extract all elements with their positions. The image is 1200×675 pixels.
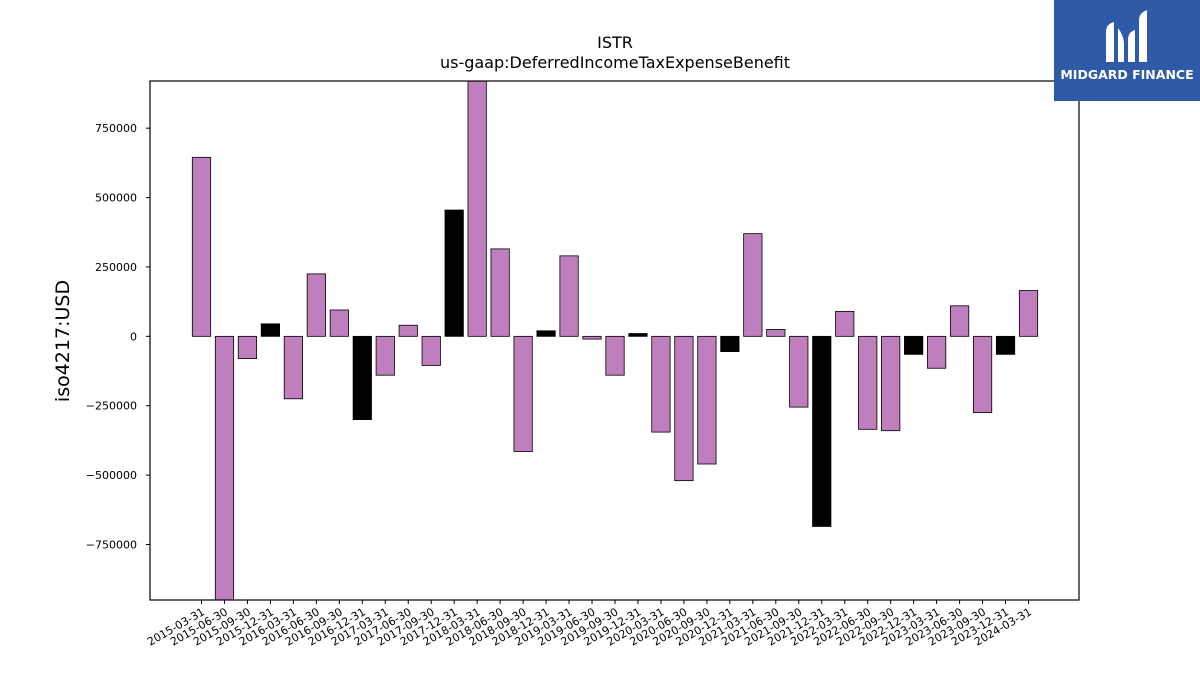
bar-2022-03-31: [835, 310, 855, 337]
bar-2018-03-31: [467, 80, 487, 337]
bar-2020-09-30: [697, 335, 717, 465]
y-tick-label: 250000: [95, 261, 137, 274]
y-tick-label: −500000: [86, 469, 137, 482]
logo-text: MIDGARD FINANCE: [1060, 67, 1194, 82]
bar-2015-03-31: [191, 156, 212, 337]
bar-2023-12-31: [995, 335, 1016, 355]
bar-2020-06-30: [674, 335, 694, 482]
bar-2017-12-31: [444, 209, 464, 337]
y-axis-label: iso4217:USD: [52, 280, 74, 402]
chart-subtitle: us-gaap:DeferredIncomeTaxExpenseBenefit: [440, 53, 790, 72]
bar-2019-03-31: [559, 255, 579, 337]
bar-2020-03-31: [651, 335, 671, 433]
bar-2023-06-30: [949, 305, 970, 337]
bar-2024-03-31: [1018, 290, 1039, 337]
logo-mark-icon: [1106, 10, 1147, 62]
y-tick-label: 0: [130, 330, 137, 343]
bar-2016-12-31: [352, 335, 372, 420]
y-tick-label: 750000: [95, 122, 137, 135]
company-logo: MIDGARD FINANCE: [1054, 0, 1200, 101]
bar-2021-09-30: [789, 335, 809, 408]
bar-2015-06-30: [214, 335, 235, 601]
bar-2017-09-30: [421, 335, 441, 366]
bar-2023-03-31: [927, 335, 947, 369]
bar-2016-09-30: [329, 309, 349, 337]
bar-2021-12-31: [812, 335, 832, 527]
bar-2015-09-30: [237, 335, 258, 359]
bar-2019-12-31: [628, 333, 648, 337]
bar-2018-12-31: [536, 330, 556, 337]
x-axis-ticks: 2015-03-312015-06-302015-09-302015-12-31…: [145, 600, 1034, 649]
bar-2020-12-31: [720, 335, 740, 353]
y-axis-ticks: −750000 −500000 −250000 0 250000 500000 750000: [86, 122, 150, 551]
bar-2023-09-30: [972, 335, 993, 414]
y-tick-label: −250000: [86, 400, 137, 413]
bar-2016-03-31: [283, 335, 303, 400]
bar-2021-03-31: [743, 233, 763, 337]
bar-2018-09-30: [513, 335, 533, 452]
bar-2022-09-30: [881, 335, 901, 432]
plot-area-frame: [149, 80, 1080, 601]
y-tick-label: 500000: [95, 192, 137, 205]
y-tick-label: −750000: [86, 538, 137, 551]
bar-2021-06-30: [766, 328, 786, 337]
bar-2016-06-30: [306, 273, 326, 337]
bars-group: [191, 80, 1039, 601]
bar-2017-03-31: [375, 335, 395, 376]
bar-2019-09-30: [605, 335, 625, 376]
chart-title: ISTR: [597, 33, 633, 52]
bar-2022-12-31: [904, 335, 924, 355]
bar-2019-06-30: [582, 335, 602, 340]
bar-2022-06-30: [858, 335, 878, 430]
bar-2017-06-30: [398, 324, 418, 337]
bar-2015-12-31: [260, 323, 281, 337]
bar-2018-06-30: [490, 248, 510, 337]
